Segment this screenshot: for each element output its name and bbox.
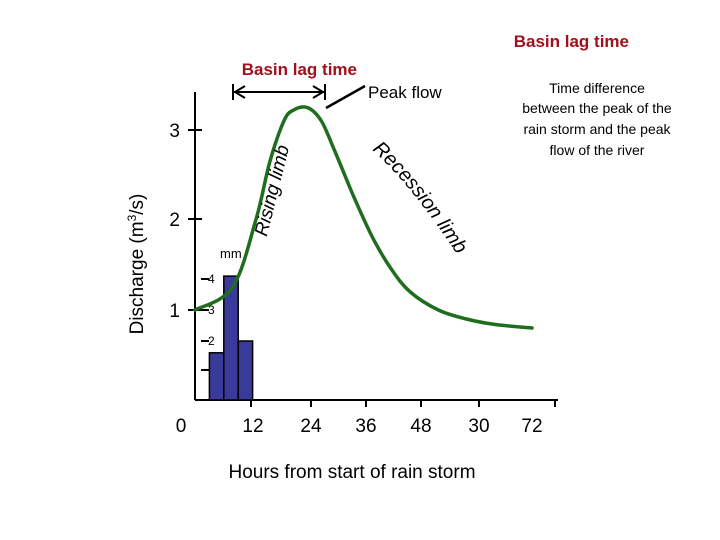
x-tick-label: 30	[468, 416, 489, 437]
rain-tick-label: 2	[208, 334, 215, 348]
y-axis-title-sup: 3	[125, 214, 139, 221]
rising-limb-label: Rising limb	[251, 143, 294, 238]
peak-flow-label: Peak flow	[368, 83, 442, 102]
y-axis-title: Discharge (m3/s)	[125, 194, 148, 335]
rain-axis-label: mm	[220, 246, 242, 261]
rainfall-bar	[237, 340, 254, 401]
rainfall-bar	[208, 352, 225, 401]
x-tick-label: 72	[521, 416, 542, 437]
rainfall-bar	[223, 275, 239, 401]
x-tick-label: 36	[355, 416, 376, 437]
recession-limb-label: Recession limb	[369, 137, 472, 257]
x-axis-title: Hours from start of rain storm	[228, 462, 475, 483]
y-axis-title-main: Discharge (m	[127, 221, 148, 334]
explanation-line: rain storm and the peak	[523, 121, 671, 137]
lag-time-explanation: Time difference between the peak of the …	[522, 80, 672, 158]
lag-time-label: Basin lag time	[242, 60, 357, 79]
explanation-line: Time difference	[549, 80, 645, 96]
y-tick-labels: 3 2 1	[169, 121, 180, 322]
x-ticks	[250, 400, 556, 407]
x-tick-label: 0	[176, 416, 187, 437]
x-tick-label: 24	[300, 416, 322, 437]
rainfall-bars	[208, 275, 254, 401]
lag-time-arrow	[232, 84, 326, 100]
rain-tick-labels: 4 3 2	[208, 272, 215, 348]
explanation-line: flow of the river	[550, 142, 645, 158]
rain-ticks	[201, 278, 209, 371]
explanation-line: between the peak of the	[522, 100, 672, 116]
header-title: Basin lag time	[514, 32, 629, 51]
rain-tick-label: 4	[208, 272, 215, 286]
y-axis-title-end: /s)	[127, 194, 148, 215]
y-tick-label: 1	[169, 301, 180, 322]
recession-limb-path-text: Recession limb	[369, 137, 472, 257]
x-tick-label: 48	[410, 416, 431, 437]
y-tick-label: 3	[169, 121, 180, 142]
peak-pointer-line	[325, 84, 366, 110]
y-tick-label: 2	[169, 210, 180, 231]
rain-tick-label: 3	[208, 303, 215, 317]
x-tick-labels: 0 12 24 36 48 30 72	[176, 416, 543, 437]
x-tick-label: 12	[242, 416, 263, 437]
discharge-curve	[193, 105, 534, 330]
